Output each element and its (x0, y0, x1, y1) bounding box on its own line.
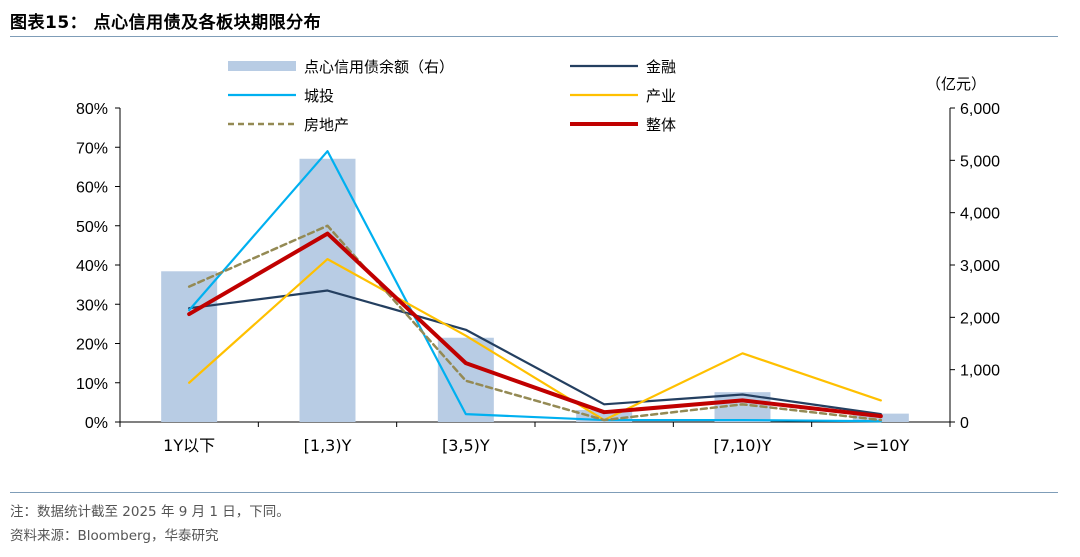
legend-swatch (228, 61, 296, 71)
series-line (187, 224, 883, 422)
left-tick-label: 70% (76, 140, 108, 157)
right-tick-label: 3,000 (960, 258, 1000, 275)
left-tick-label: 10% (76, 376, 108, 393)
legend-label: 房地产 (304, 116, 349, 134)
legend-label: 产业 (646, 87, 676, 105)
x-tick-label: [7,10)Y (714, 436, 772, 455)
source-note: 资料来源：Bloomberg，华泰研究 (10, 528, 219, 544)
legend-label: 点心信用债余额（右） (304, 58, 454, 76)
legend-label: 金融 (646, 58, 676, 76)
right-tick-label: 1,000 (960, 363, 1000, 380)
left-tick-label: 20% (76, 337, 108, 354)
legend-label: 整体 (646, 116, 676, 134)
right-tick-label: 6,000 (960, 101, 1000, 118)
left-tick-label: 50% (76, 219, 108, 236)
x-tick-label: [1,3)Y (304, 436, 352, 455)
x-tick-label: >=10Y (852, 436, 909, 455)
chart-title: 图表15： 点心信用债及各板块期限分布 (10, 13, 322, 33)
tick-labels: 0% 10% 20% 30% 40% 50% 60% 70% 80% 0 1,000 2,000 3,0… (76, 75, 1000, 455)
right-tick-label: 0 (960, 415, 969, 432)
left-tick-label: 40% (76, 258, 108, 275)
title-divider (10, 36, 1058, 37)
x-tick-label: [5,7)Y (580, 436, 628, 455)
series-line (188, 289, 882, 416)
left-tick-label: 0% (85, 415, 108, 432)
bar (437, 337, 494, 422)
left-tick-label: 60% (76, 180, 108, 197)
chart-canvas: 0% 10% 20% 30% 40% 50% 60% 70% 80% 0 1,000 2,000 3,0… (76, 58, 1000, 455)
footer-divider (10, 492, 1058, 493)
legend-label: 城投 (304, 87, 334, 105)
series-line (188, 258, 882, 422)
footnote: 注：数据统计截至 2025 年 9 月 1 日，下同。 (10, 504, 290, 520)
series-line (188, 150, 882, 423)
bar-series (161, 158, 909, 422)
right-tick-label: 4,000 (960, 206, 1000, 223)
right-axis-unit: （亿元） (926, 75, 986, 93)
left-tick-label: 30% (76, 297, 108, 314)
chart-axes (115, 107, 955, 427)
x-tick-label: 1Y以下 (163, 436, 215, 455)
right-tick-label: 2,000 (960, 310, 1000, 327)
right-tick-label: 5,000 (960, 153, 1000, 170)
bar (161, 271, 218, 422)
series-line (187, 231, 883, 419)
x-tick-label: [3,5)Y (442, 436, 490, 455)
line-series (187, 150, 883, 423)
left-tick-label: 80% (76, 101, 108, 118)
